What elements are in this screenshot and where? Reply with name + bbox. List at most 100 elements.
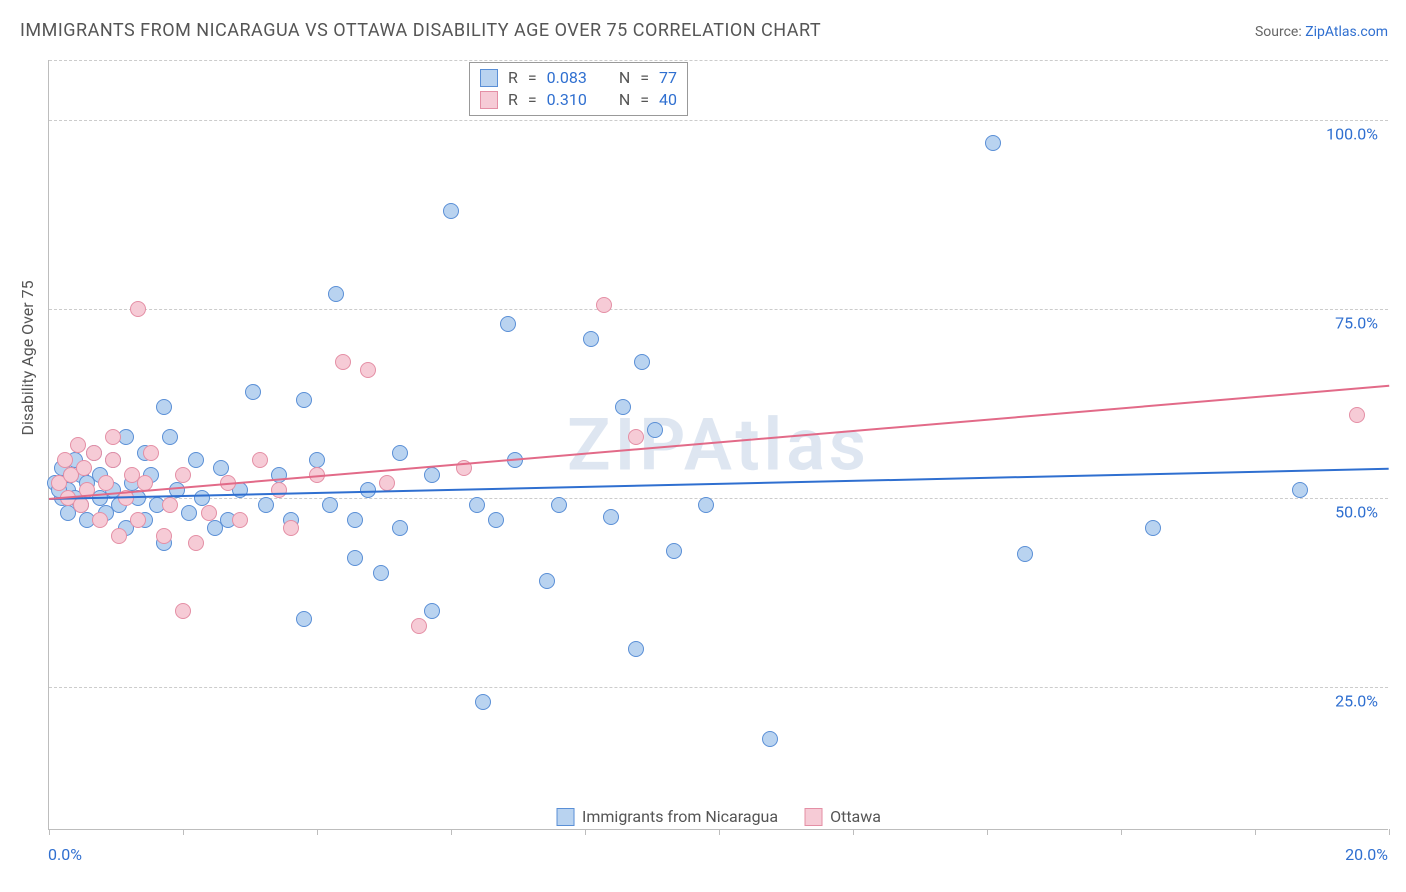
trend-line (49, 468, 1389, 500)
x-tick (1121, 829, 1122, 835)
data-point (1349, 407, 1365, 423)
data-point (258, 497, 274, 513)
data-point (188, 535, 204, 551)
data-point (181, 505, 197, 521)
stats-row: R=0.310N=40 (480, 89, 677, 111)
data-point (201, 505, 217, 521)
data-point (392, 445, 408, 461)
data-point (634, 354, 650, 370)
x-tick (1255, 829, 1256, 835)
data-point (347, 550, 363, 566)
x-tick (183, 829, 184, 835)
gridline (49, 60, 1388, 61)
x-tick (1389, 829, 1390, 835)
y-tick-label: 75.0% (1333, 314, 1380, 333)
watermark-text: ZIPAtlas (567, 402, 870, 487)
legend-label: Ottawa (830, 807, 881, 826)
equals-sign: = (640, 89, 649, 111)
data-point (309, 452, 325, 468)
y-tick-label: 100.0% (1324, 125, 1380, 144)
data-point (130, 301, 146, 317)
scatter-plot-area: ZIPAtlas Immigrants from Nicaragua Ottawa… (48, 60, 1388, 830)
source-prefix: Source: (1255, 24, 1305, 40)
stat-n-value: 77 (659, 67, 677, 89)
stat-r-label: R (508, 89, 518, 111)
x-axis-max-label: 20.0% (1345, 845, 1388, 864)
data-point (360, 362, 376, 378)
data-point (411, 618, 427, 634)
legend-swatch-icon (804, 808, 822, 826)
data-point (232, 512, 248, 528)
data-point (92, 512, 108, 528)
data-point (443, 203, 459, 219)
data-point (70, 437, 86, 453)
gridline (49, 498, 1388, 499)
data-point (1145, 520, 1161, 536)
stat-r-label: R (508, 67, 518, 89)
data-point (698, 497, 714, 513)
legend-swatch-icon (480, 69, 498, 87)
data-point (762, 731, 778, 747)
source-attribution: Source: ZipAtlas.com (1255, 24, 1388, 40)
stat-n-value: 40 (659, 89, 677, 111)
data-point (130, 512, 146, 528)
x-axis-min-label: 0.0% (48, 845, 82, 864)
stat-r-value: 0.083 (547, 67, 587, 89)
data-point (283, 520, 299, 536)
stats-row: R=0.083N=77 (480, 67, 677, 89)
data-point (347, 512, 363, 528)
data-point (328, 286, 344, 302)
legend-swatch-icon (556, 808, 574, 826)
data-point (628, 641, 644, 657)
gridline (49, 309, 1388, 310)
data-point (162, 497, 178, 513)
data-point (213, 460, 229, 476)
data-point (424, 467, 440, 483)
data-point (985, 135, 1001, 151)
data-point (424, 603, 440, 619)
equals-sign: = (528, 89, 537, 111)
data-point (373, 565, 389, 581)
data-point (603, 509, 619, 525)
data-point (392, 520, 408, 536)
data-point (143, 445, 159, 461)
stat-r-value: 0.310 (547, 89, 587, 111)
y-tick-label: 25.0% (1333, 691, 1380, 710)
data-point (162, 429, 178, 445)
data-point (271, 482, 287, 498)
data-point (488, 512, 504, 528)
data-point (322, 497, 338, 513)
series-legend: Immigrants from Nicaragua Ottawa (552, 807, 885, 826)
legend-item: Immigrants from Nicaragua (556, 807, 778, 826)
gridline (49, 687, 1388, 688)
x-tick (987, 829, 988, 835)
data-point (105, 429, 121, 445)
data-point (615, 399, 631, 415)
data-point (175, 603, 191, 619)
source-link[interactable]: ZipAtlas.com (1305, 24, 1388, 40)
data-point (137, 475, 153, 491)
data-point (57, 452, 73, 468)
data-point (469, 497, 485, 513)
chart-title: IMMIGRANTS FROM NICARAGUA VS OTTAWA DISA… (20, 20, 821, 41)
data-point (105, 452, 121, 468)
data-point (188, 452, 204, 468)
gridline (49, 120, 1388, 121)
data-point (647, 422, 663, 438)
legend-label: Immigrants from Nicaragua (582, 807, 778, 826)
x-tick (853, 829, 854, 835)
x-tick (719, 829, 720, 835)
data-point (475, 694, 491, 710)
data-point (296, 392, 312, 408)
data-point (1017, 546, 1033, 562)
correlation-stats-box: R=0.083N=77R=0.310N=40 (469, 62, 688, 116)
data-point (596, 297, 612, 313)
data-point (98, 475, 114, 491)
data-point (296, 611, 312, 627)
data-point (194, 490, 210, 506)
equals-sign: = (528, 67, 537, 89)
stat-n-label: N (619, 67, 630, 89)
data-point (111, 528, 127, 544)
data-point (500, 316, 516, 332)
chart-frame: IMMIGRANTS FROM NICARAGUA VS OTTAWA DISA… (0, 0, 1406, 892)
